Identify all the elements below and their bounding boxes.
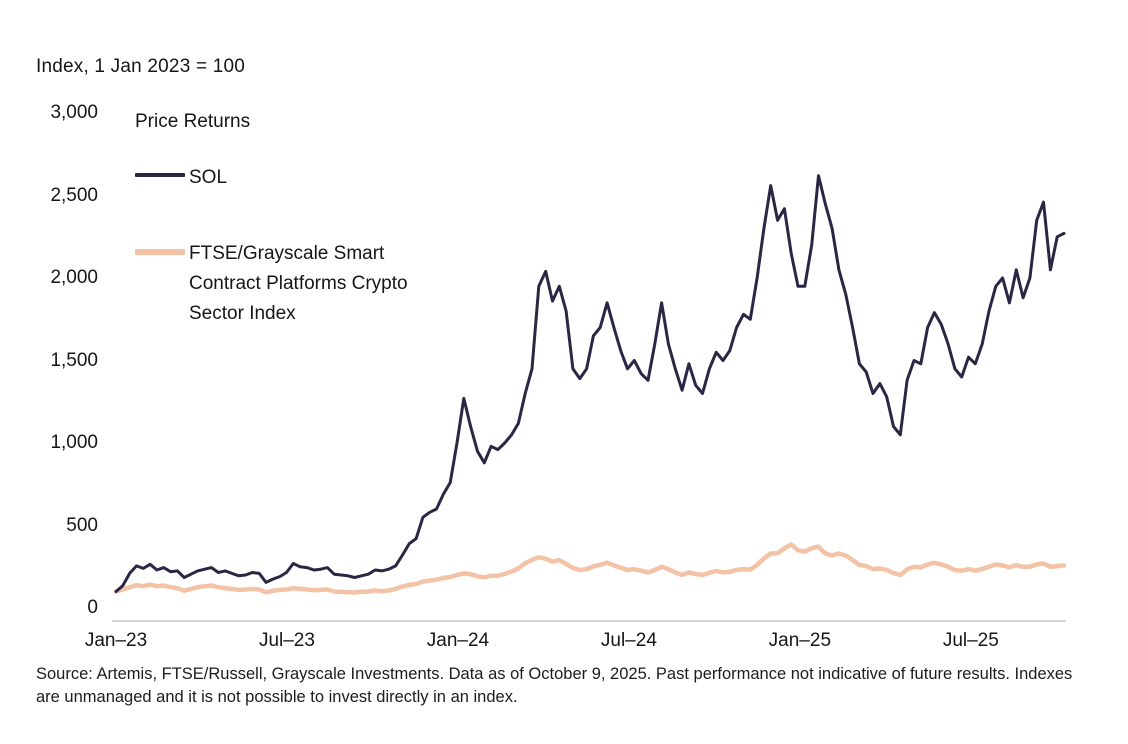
legend-label-sol: SOL bbox=[189, 167, 228, 188]
x-tick-label: Jan–25 bbox=[768, 630, 832, 651]
x-tick-label: Jul–23 bbox=[258, 630, 315, 651]
x-tick-label: Jan–23 bbox=[84, 630, 148, 651]
legend-heading: Price Returns bbox=[135, 111, 251, 132]
series-line-ftse bbox=[113, 542, 1067, 595]
x-tick-label: Jul–24 bbox=[600, 630, 657, 651]
chart-legend: Price Returns SOL FTSE/Grayscale Smart C… bbox=[135, 111, 451, 375]
y-tick-label: 1,000 bbox=[50, 432, 98, 453]
chart-title: Index, 1 Jan 2023 = 100 bbox=[36, 56, 246, 77]
y-tick-label: 2,500 bbox=[50, 184, 98, 206]
source-note: Source: Artemis, FTSE/Russell, Grayscale… bbox=[36, 665, 1073, 707]
y-tick-label: 1,500 bbox=[50, 349, 98, 371]
legend-label-ftse: FTSE/Grayscale Smart Contract Platforms … bbox=[189, 243, 408, 324]
y-tick-label: 0 bbox=[87, 597, 98, 618]
y-tick-label: 2,000 bbox=[50, 267, 98, 288]
legend-item-sol: SOL bbox=[135, 163, 451, 193]
x-tick-label: Jul–25 bbox=[942, 630, 999, 651]
series-line-sol bbox=[114, 174, 1066, 593]
x-tick-label: Jan–24 bbox=[426, 630, 490, 651]
y-tick-label: 500 bbox=[66, 514, 98, 536]
ftse-line-swatch-icon bbox=[135, 249, 185, 255]
y-tick-label: 3,000 bbox=[50, 102, 98, 123]
sol-line-swatch-icon bbox=[135, 173, 185, 177]
legend-item-ftse: FTSE/Grayscale Smart Contract Platforms … bbox=[135, 239, 451, 329]
